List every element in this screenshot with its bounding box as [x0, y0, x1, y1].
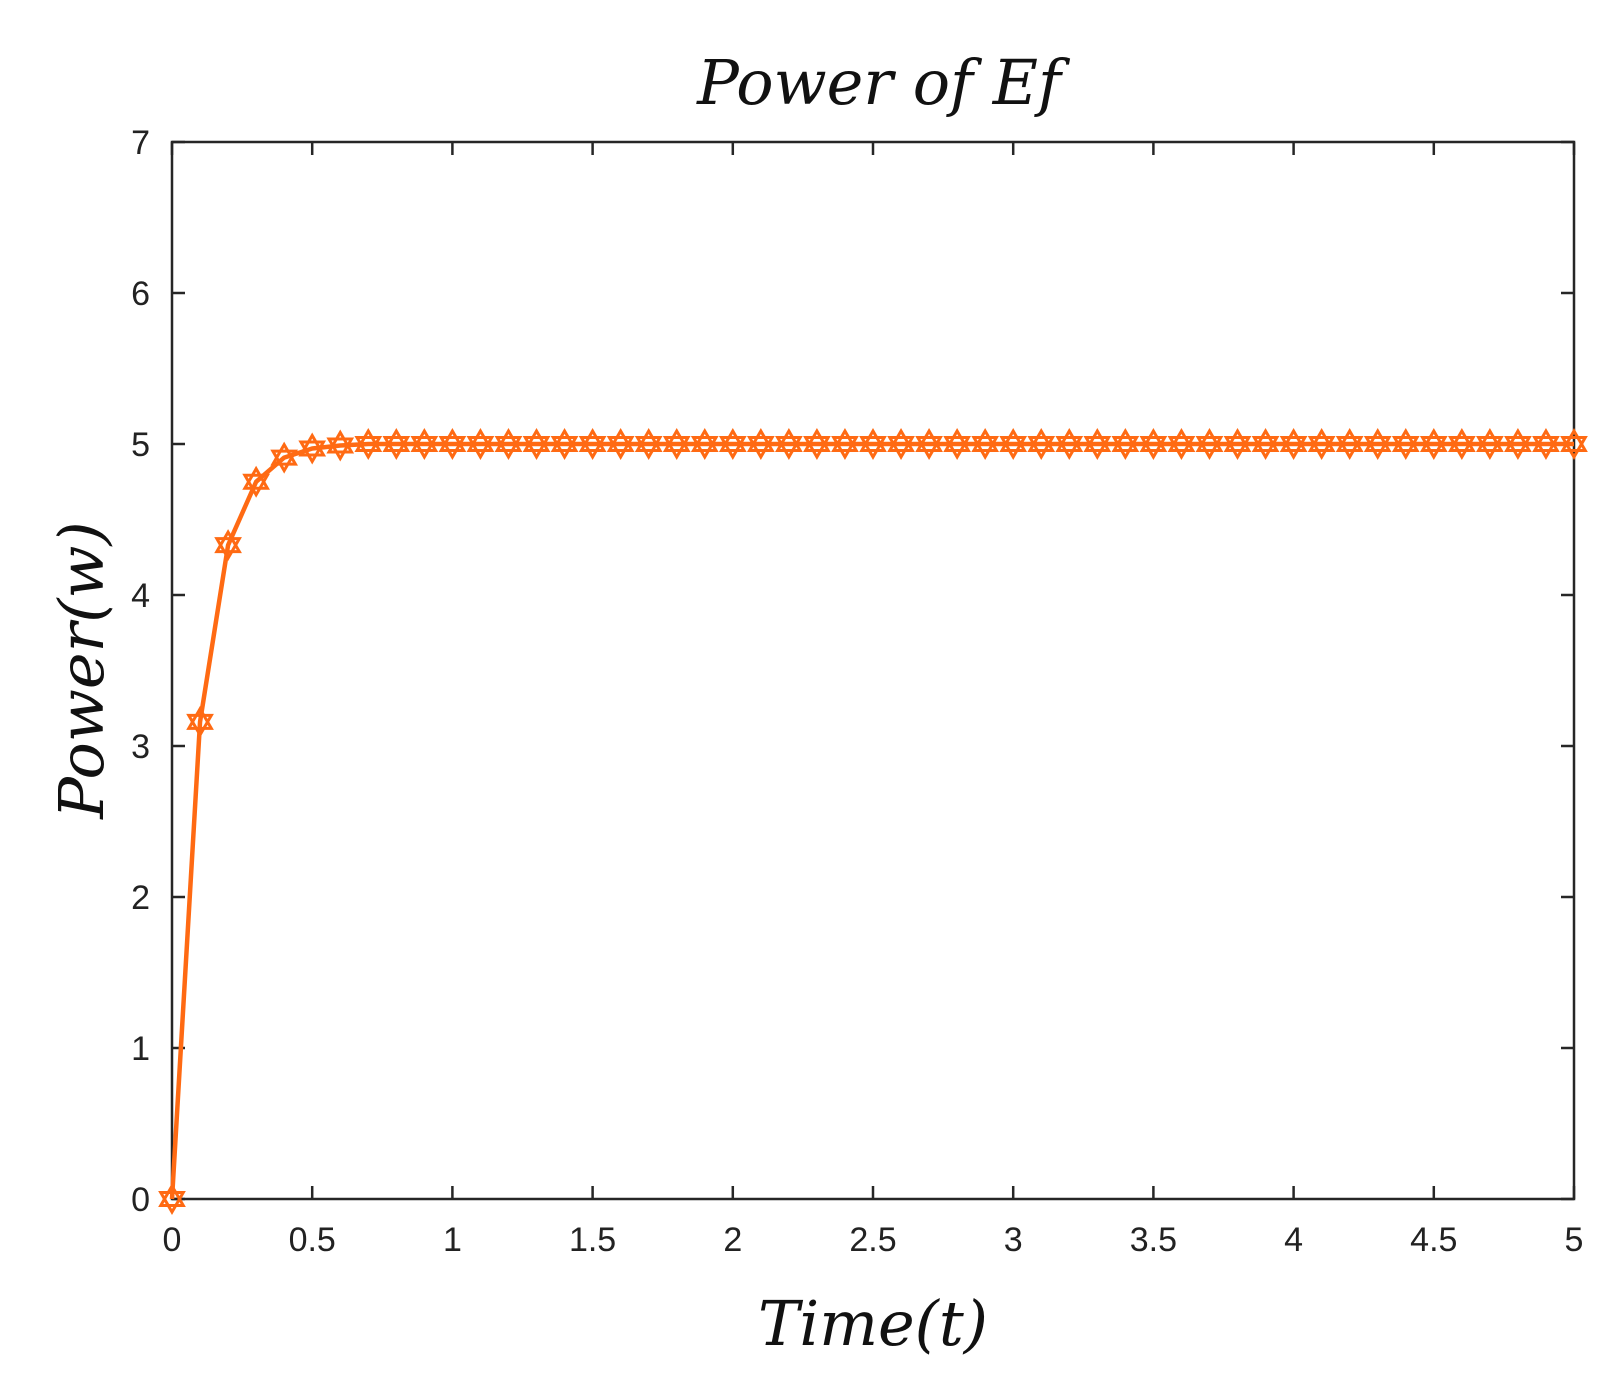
data-point-marker	[1476, 428, 1504, 460]
x-tick-label: 1.5	[569, 1221, 616, 1259]
data-point-marker	[943, 428, 971, 460]
data-point-marker	[775, 428, 803, 460]
x-tick-label: 0	[163, 1221, 182, 1259]
data-point-marker	[1307, 428, 1336, 460]
y-tick-label: 5	[131, 426, 150, 464]
data-point-marker	[1139, 428, 1168, 460]
plot-area-frame	[170, 140, 1576, 1201]
x-tick-label: 5	[1565, 1221, 1584, 1259]
data-point-marker	[1532, 428, 1560, 460]
data-point-marker	[887, 428, 915, 460]
data-point-marker	[466, 428, 495, 460]
y-tick-label: 2	[131, 879, 150, 917]
data-point-marker	[1363, 428, 1392, 460]
x-tick-labels: 0 0.5 1 1.5 2 2.5 3 3.5 4 4.5 5	[163, 1221, 1584, 1259]
data-point-marker	[158, 1183, 186, 1215]
x-tick-label: 4	[1284, 1221, 1303, 1259]
data-point-marker	[410, 428, 439, 460]
data-point-marker	[522, 428, 551, 460]
data-point-marker	[606, 428, 635, 460]
data-point-marker	[1279, 428, 1308, 460]
data-point-marker	[354, 428, 383, 460]
data-point-marker	[1027, 428, 1056, 460]
data-point-marker	[915, 428, 943, 460]
data-point-marker	[494, 428, 523, 460]
data-point-marker	[634, 428, 663, 460]
y-tick-labels: 0 1 2 3 4 5 6 7	[131, 124, 150, 1219]
chart-title: Power of Ef	[696, 46, 1071, 119]
data-point-marker	[1223, 428, 1252, 460]
y-tick-label: 6	[131, 275, 150, 313]
data-point-marker	[550, 428, 579, 460]
data-point-marker	[1335, 428, 1364, 460]
data-point-marker	[662, 428, 691, 460]
data-point-marker	[718, 428, 747, 460]
x-tick-label: 2	[723, 1221, 742, 1259]
data-point-marker	[971, 428, 1000, 460]
data-point-marker	[1251, 428, 1280, 460]
data-point-marker	[1083, 428, 1112, 460]
data-point-marker	[1055, 428, 1084, 460]
data-point-marker	[1504, 428, 1532, 460]
y-axis-title: Power(w)	[45, 521, 118, 819]
data-point-marker	[382, 428, 411, 460]
data-point-marker	[214, 529, 242, 562]
data-point-marker	[298, 432, 327, 465]
series-layer	[158, 428, 1588, 1215]
y-tick-label: 3	[131, 728, 150, 766]
data-point-marker	[270, 441, 299, 474]
y-tick-label: 4	[131, 577, 150, 615]
data-point-marker	[1419, 428, 1448, 460]
data-point-marker	[578, 428, 607, 460]
data-point-marker	[859, 428, 887, 460]
x-tick-label: 2.5	[849, 1221, 896, 1259]
axis-ticks	[170, 140, 1576, 1201]
series-line	[169, 441, 1574, 1200]
data-point-marker	[1111, 428, 1140, 460]
x-tick-label: 0.5	[289, 1221, 336, 1259]
data-point-marker	[831, 428, 859, 460]
data-point-marker	[1167, 428, 1196, 460]
y-tick-label: 7	[131, 124, 150, 162]
data-point-marker	[1391, 428, 1420, 460]
data-point-marker	[326, 429, 355, 462]
x-tick-label: 3.5	[1130, 1221, 1177, 1259]
data-point-marker	[690, 428, 719, 460]
x-axis-title: Time(t)	[758, 1287, 988, 1360]
data-point-marker	[1447, 428, 1476, 460]
data-point-marker	[1560, 428, 1588, 460]
data-point-marker	[438, 428, 467, 460]
x-tick-label: 3	[1004, 1221, 1023, 1259]
data-point-marker	[803, 428, 831, 460]
data-point-marker	[999, 428, 1028, 460]
data-point-marker	[186, 705, 214, 738]
data-point-marker	[242, 465, 270, 498]
data-point-marker	[1195, 428, 1224, 460]
y-tick-label: 1	[131, 1030, 150, 1068]
y-tick-label: 0	[131, 1181, 150, 1219]
x-tick-label: 1	[443, 1221, 462, 1259]
data-point-marker	[746, 428, 775, 460]
x-tick-label: 4.5	[1410, 1221, 1457, 1259]
